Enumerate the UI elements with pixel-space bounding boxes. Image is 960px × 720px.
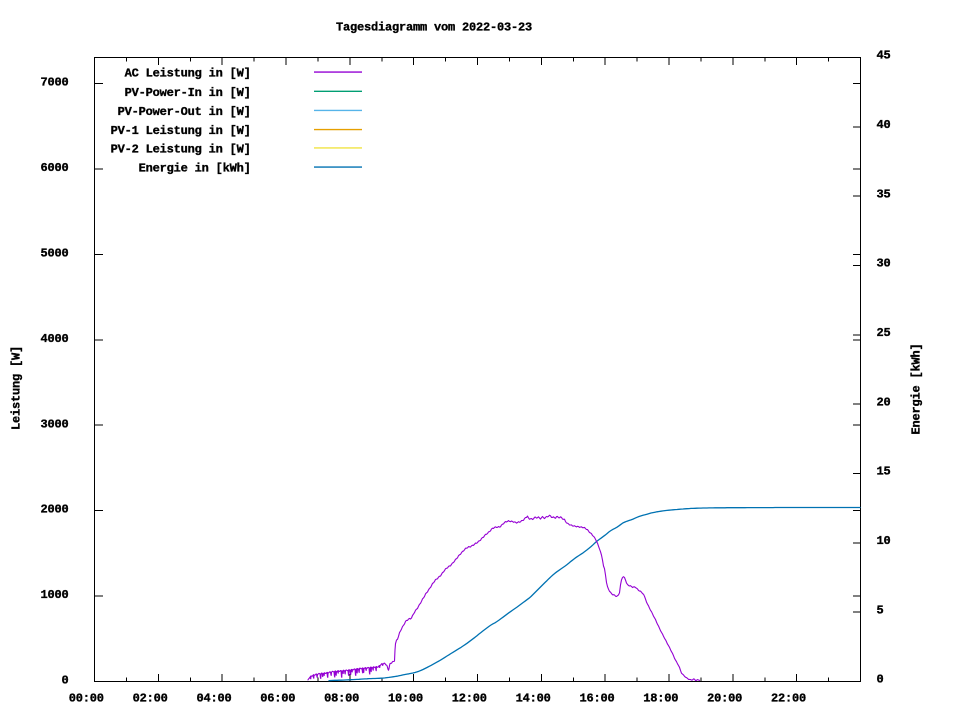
- svg-text:2000: 2000: [40, 503, 68, 517]
- svg-text:Energie in [kWh]: Energie in [kWh]: [139, 162, 251, 176]
- svg-text:1000: 1000: [40, 588, 68, 602]
- svg-text:7000: 7000: [40, 76, 68, 90]
- svg-text:PV-2 Leistung in [W]: PV-2 Leistung in [W]: [111, 143, 251, 157]
- svg-text:PV-Power-Out in [W]: PV-Power-Out in [W]: [118, 105, 251, 119]
- svg-text:02:00: 02:00: [133, 692, 168, 706]
- svg-text:0: 0: [877, 673, 884, 687]
- svg-text:25: 25: [877, 326, 891, 340]
- svg-text:15: 15: [877, 465, 891, 479]
- svg-text:20:00: 20:00: [707, 692, 742, 706]
- svg-text:16:00: 16:00: [579, 692, 614, 706]
- svg-text:Energie [kWh]: Energie [kWh]: [910, 343, 924, 434]
- svg-text:04:00: 04:00: [196, 692, 231, 706]
- svg-text:Tagesdiagramm vom 2022-03-23: Tagesdiagramm vom 2022-03-23: [336, 21, 532, 35]
- svg-text:AC Leistung in [W]: AC Leistung in [W]: [125, 67, 251, 81]
- svg-text:00:00: 00:00: [69, 692, 104, 706]
- svg-text:14:00: 14:00: [516, 692, 551, 706]
- svg-text:6000: 6000: [40, 161, 68, 175]
- svg-text:10:00: 10:00: [388, 692, 423, 706]
- svg-text:Leistung [W]: Leistung [W]: [10, 346, 24, 430]
- svg-text:20: 20: [877, 395, 891, 409]
- svg-text:PV-Power-In in [W]: PV-Power-In in [W]: [125, 86, 251, 100]
- svg-text:3000: 3000: [40, 417, 68, 431]
- svg-text:5000: 5000: [40, 246, 68, 260]
- svg-text:4000: 4000: [40, 332, 68, 346]
- svg-text:35: 35: [877, 187, 891, 201]
- svg-text:22:00: 22:00: [771, 692, 806, 706]
- svg-text:08:00: 08:00: [324, 692, 359, 706]
- svg-text:45: 45: [877, 49, 891, 63]
- svg-text:5: 5: [877, 603, 884, 617]
- svg-text:30: 30: [877, 257, 891, 271]
- svg-text:10: 10: [877, 534, 891, 548]
- svg-text:40: 40: [877, 118, 891, 132]
- svg-text:12:00: 12:00: [452, 692, 487, 706]
- svg-text:18:00: 18:00: [643, 692, 678, 706]
- svg-text:PV-1 Leistung in [W]: PV-1 Leistung in [W]: [111, 124, 251, 138]
- svg-text:06:00: 06:00: [260, 692, 295, 706]
- svg-text:0: 0: [61, 674, 68, 688]
